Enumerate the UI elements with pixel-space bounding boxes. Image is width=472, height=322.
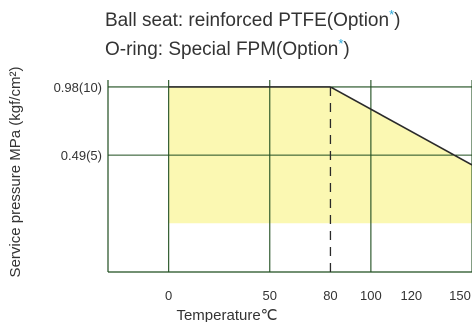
oring-option-asterisk: *: [338, 36, 343, 51]
x-tick-label-50: 50: [263, 288, 277, 303]
seat-option-asterisk: *: [389, 7, 394, 22]
x-tick-label-150: 150: [449, 288, 471, 303]
x-tick-label-120: 120: [400, 288, 422, 303]
x-axis-title: Temperature℃: [176, 307, 277, 322]
x-tick-label-0: 0: [165, 288, 172, 303]
oring-material-note: O-ring: Special FPM(Option*): [105, 36, 350, 60]
y-tick-label-0-49-5-: 0.49(5): [61, 148, 102, 163]
rating-line-derating: [330, 86, 472, 166]
y-axis-title: Service pressure MPa (kgf/cm²): [7, 67, 24, 278]
y-tick-label-0-98-10-: 0.98(10): [54, 80, 102, 95]
seat-material-note: Ball seat: reinforced PTFE(Option*): [105, 7, 400, 31]
x-tick-label-80: 80: [323, 288, 337, 303]
x-tick-label-100: 100: [360, 288, 382, 303]
